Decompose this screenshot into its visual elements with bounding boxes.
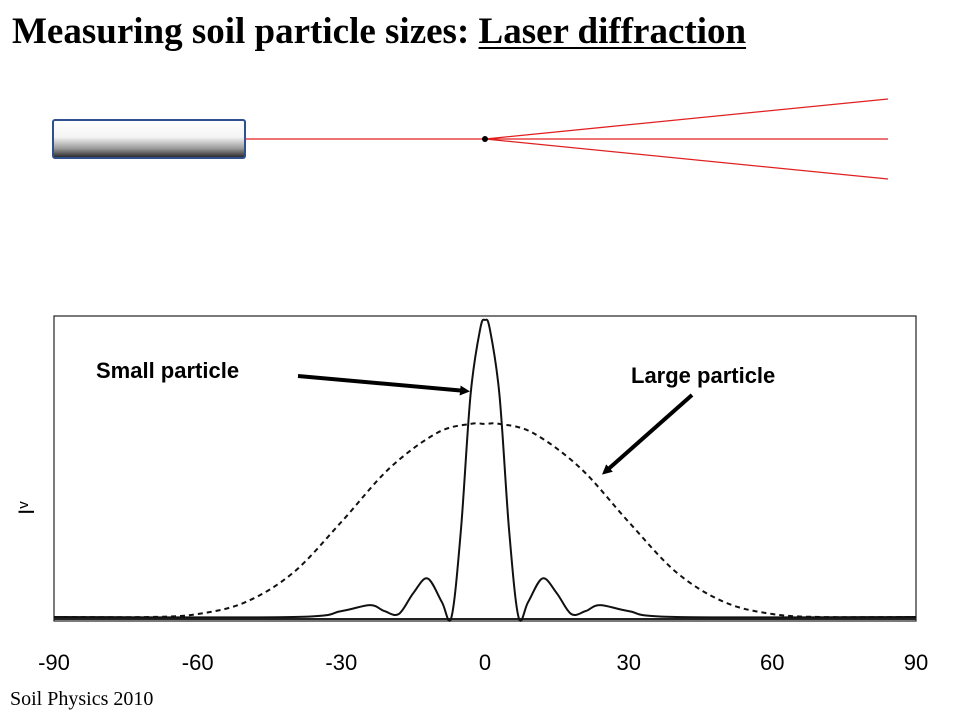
large-particle-arrow xyxy=(602,393,694,475)
x-tick-label: -90 xyxy=(38,650,70,675)
x-tick-label: -30 xyxy=(325,650,357,675)
scattered-beam-upper xyxy=(484,98,889,140)
laser-source xyxy=(52,119,246,159)
particle-dot xyxy=(482,136,488,142)
slide-title: Measuring soil particle sizes: Laser dif… xyxy=(12,10,746,53)
title-prefix: Measuring soil particle sizes: xyxy=(12,11,479,52)
small-particle-arrow xyxy=(297,374,470,396)
series-line-large-particle xyxy=(53,422,917,619)
plot-frame xyxy=(53,315,917,622)
large-particle-label: Large particle xyxy=(631,363,775,388)
tick-layer: -90 -60 -30 0 30 60 90 xyxy=(38,650,928,675)
x-tick-label: 90 xyxy=(904,650,928,675)
x-tick-label: 60 xyxy=(760,650,784,675)
footer-text: Soil Physics 2010 xyxy=(10,688,154,710)
x-tick-label: -60 xyxy=(182,650,214,675)
x-tick-label: 0 xyxy=(479,650,491,675)
series-line-small-particle xyxy=(53,318,917,622)
ylabel-main: Iv xyxy=(14,501,39,515)
scattered-beam-lower xyxy=(484,138,889,180)
series-layer xyxy=(53,318,917,622)
x-tick-label: 30 xyxy=(616,650,640,675)
title-underlined: Laser diffraction xyxy=(478,11,747,52)
small-particle-label: Small particle xyxy=(96,358,239,383)
